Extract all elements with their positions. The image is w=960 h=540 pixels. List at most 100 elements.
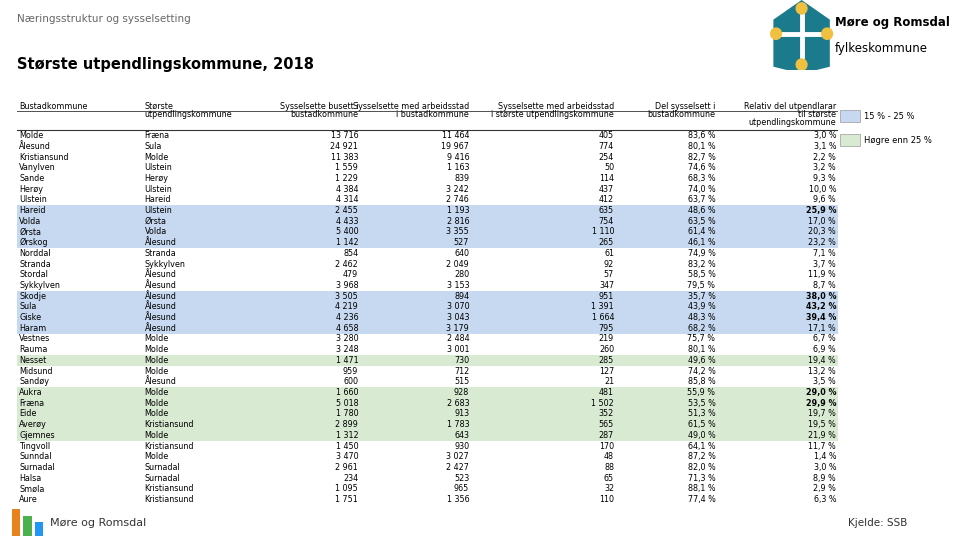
Bar	[17, 291, 838, 301]
Text: 25,9 %: 25,9 %	[805, 206, 836, 215]
Text: 894: 894	[454, 292, 469, 301]
Text: 3 968: 3 968	[336, 281, 358, 290]
Text: 21: 21	[604, 377, 614, 386]
Text: 19,5 %: 19,5 %	[808, 420, 836, 429]
Text: 1 660: 1 660	[336, 388, 358, 397]
Text: Ulstein: Ulstein	[145, 206, 173, 215]
Text: 83,2 %: 83,2 %	[687, 260, 715, 268]
Text: 19,4 %: 19,4 %	[808, 356, 836, 365]
Text: Hareid: Hareid	[145, 195, 171, 204]
Bar	[17, 205, 838, 216]
Text: 965: 965	[454, 484, 469, 494]
Bar	[17, 430, 838, 441]
Text: 5 018: 5 018	[336, 399, 358, 408]
Text: Ålesund: Ålesund	[19, 142, 51, 151]
Text: 8,9 %: 8,9 %	[813, 474, 836, 483]
Text: Relativ del utpendlarar: Relativ del utpendlarar	[744, 102, 836, 111]
Bar	[17, 387, 838, 398]
Text: Eide: Eide	[19, 409, 36, 418]
Bar	[12, 509, 20, 536]
Text: Molde: Molde	[145, 399, 169, 408]
Text: 3 248: 3 248	[336, 345, 358, 354]
Text: Hareid: Hareid	[19, 206, 46, 215]
Bar	[17, 409, 838, 419]
Text: 55,9 %: 55,9 %	[687, 388, 715, 397]
Text: Surnadal: Surnadal	[145, 474, 180, 483]
Text: Molde: Molde	[145, 356, 169, 365]
Text: 127: 127	[599, 367, 614, 376]
Text: Molde: Molde	[145, 452, 169, 461]
Text: Aukra: Aukra	[19, 388, 43, 397]
Text: Molde: Molde	[145, 431, 169, 440]
Text: 74,0 %: 74,0 %	[687, 185, 715, 194]
Text: 7,1 %: 7,1 %	[813, 249, 836, 258]
Text: Tingvoll: Tingvoll	[19, 442, 50, 450]
Bar	[17, 227, 838, 237]
Text: Rauma: Rauma	[19, 345, 48, 354]
Text: 3,2 %: 3,2 %	[813, 163, 836, 172]
Text: 754: 754	[599, 217, 614, 226]
Text: Molde: Molde	[145, 388, 169, 397]
Text: Ålesund: Ålesund	[145, 377, 177, 386]
Text: utpendlingskommune: utpendlingskommune	[749, 118, 836, 127]
Text: 88,1 %: 88,1 %	[687, 484, 715, 494]
Text: 61,5 %: 61,5 %	[687, 420, 715, 429]
Text: 254: 254	[599, 152, 614, 161]
Text: Kristiansund: Kristiansund	[145, 495, 194, 504]
Text: 2 816: 2 816	[446, 217, 469, 226]
Text: 4 658: 4 658	[336, 324, 358, 333]
Text: Stordal: Stordal	[19, 271, 48, 279]
Text: 712: 712	[454, 367, 469, 376]
Text: 4 384: 4 384	[336, 185, 358, 194]
Text: Sysselsette med arbeidsstad: Sysselsette med arbeidsstad	[498, 102, 614, 111]
Text: 285: 285	[599, 356, 614, 365]
Text: 43,2 %: 43,2 %	[805, 302, 836, 312]
Text: Volda: Volda	[145, 227, 167, 237]
Text: 2 455: 2 455	[335, 206, 358, 215]
Text: bustadkommune: bustadkommune	[290, 110, 358, 119]
Text: 48,6 %: 48,6 %	[687, 206, 715, 215]
Text: 74,6 %: 74,6 %	[687, 163, 715, 172]
Text: 1 312: 1 312	[336, 431, 358, 440]
Text: 6,7 %: 6,7 %	[813, 334, 836, 343]
Text: 635: 635	[599, 206, 614, 215]
Text: 2 427: 2 427	[446, 463, 469, 472]
Text: 1 664: 1 664	[591, 313, 614, 322]
Text: 15 % - 25 %: 15 % - 25 %	[864, 112, 915, 120]
Text: Ålesund: Ålesund	[145, 324, 177, 333]
Text: 8,7 %: 8,7 %	[813, 281, 836, 290]
Text: Næringsstruktur og sysselsetting: Næringsstruktur og sysselsetting	[17, 15, 191, 24]
Text: 1 450: 1 450	[336, 442, 358, 450]
Text: 35,7 %: 35,7 %	[687, 292, 715, 301]
Text: Kristiansund: Kristiansund	[19, 152, 69, 161]
Text: 643: 643	[454, 431, 469, 440]
Text: 234: 234	[343, 474, 358, 483]
Text: 114: 114	[599, 174, 614, 183]
Text: 565: 565	[599, 420, 614, 429]
Text: 1 095: 1 095	[335, 484, 358, 494]
Text: 57: 57	[604, 271, 614, 279]
Text: 43,9 %: 43,9 %	[687, 302, 715, 312]
Text: 3 001: 3 001	[446, 345, 469, 354]
Text: 3 355: 3 355	[446, 227, 469, 237]
Text: 46,1 %: 46,1 %	[687, 238, 715, 247]
Text: Kjelde: SSB: Kjelde: SSB	[848, 518, 907, 528]
Text: 6,3 %: 6,3 %	[813, 495, 836, 504]
Text: Giske: Giske	[19, 313, 41, 322]
Text: 77,4 %: 77,4 %	[687, 495, 715, 504]
Text: 10,0 %: 10,0 %	[808, 185, 836, 194]
Text: 50: 50	[604, 163, 614, 172]
Text: 405: 405	[599, 131, 614, 140]
Text: Største: Største	[145, 102, 174, 111]
Text: 2 683: 2 683	[446, 399, 469, 408]
Text: 2 899: 2 899	[335, 420, 358, 429]
Text: 170: 170	[599, 442, 614, 450]
Bar	[23, 516, 32, 536]
Text: 260: 260	[599, 345, 614, 354]
Text: Haram: Haram	[19, 324, 46, 333]
Text: Ulstein: Ulstein	[145, 163, 173, 172]
Text: Averøy: Averøy	[19, 420, 47, 429]
Text: 63,5 %: 63,5 %	[687, 217, 715, 226]
Text: 38,0 %: 38,0 %	[805, 292, 836, 301]
Text: 3 043: 3 043	[446, 313, 469, 322]
